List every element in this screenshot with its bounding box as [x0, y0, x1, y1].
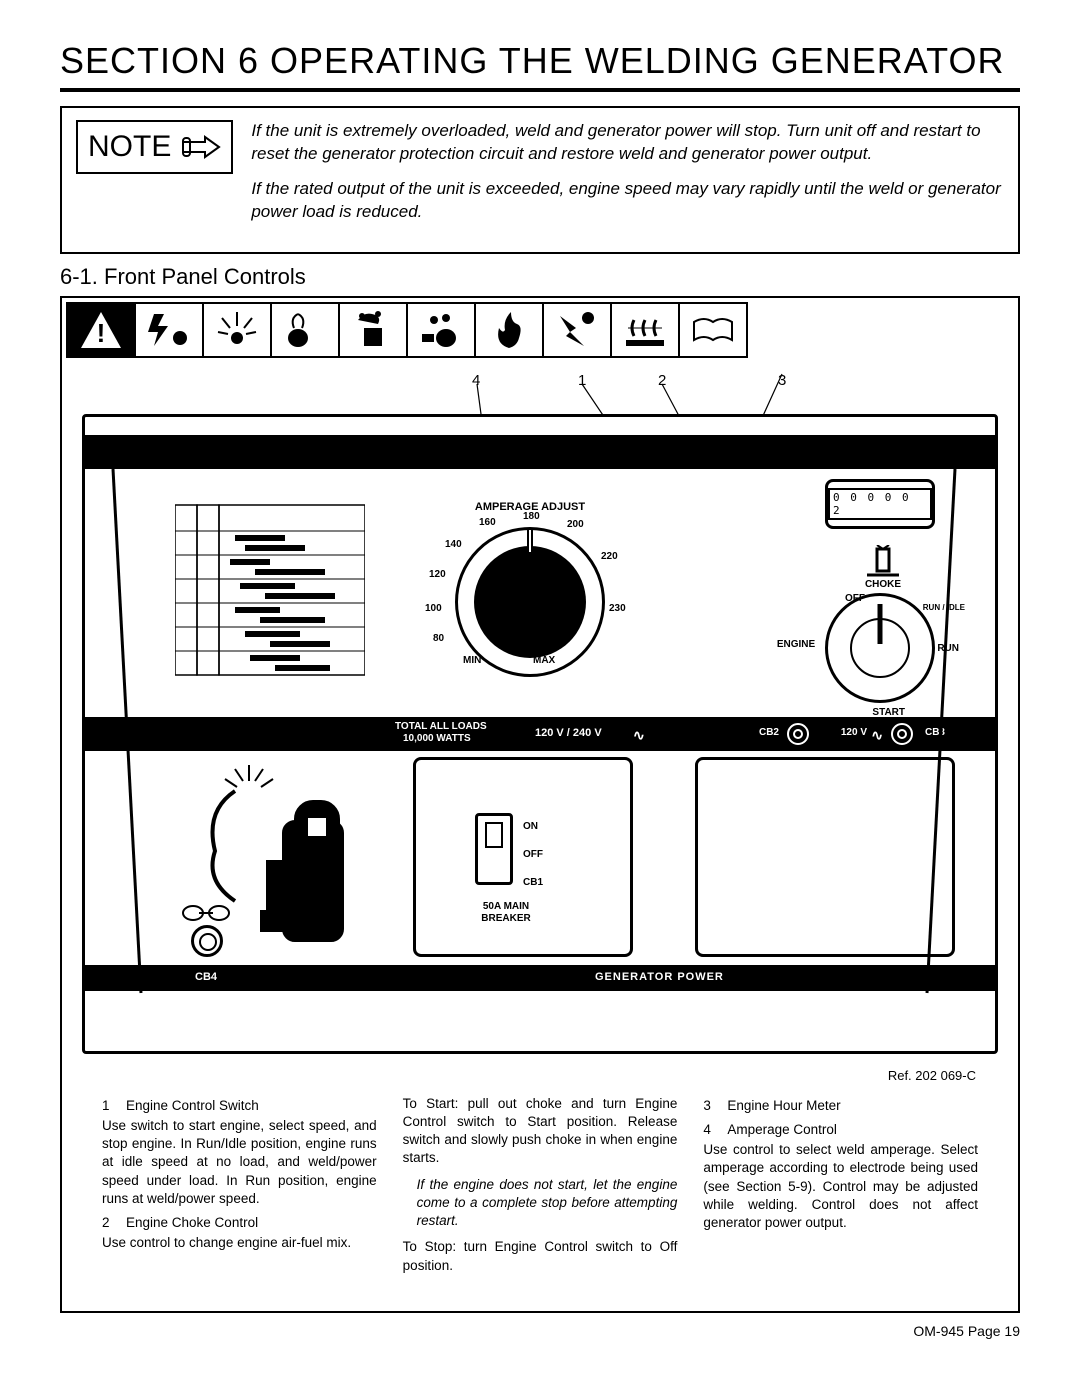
min-label: MIN [463, 655, 481, 666]
read-manual-icon [678, 302, 748, 358]
legend-col-1: 1Engine Control Switch Use switch to sta… [102, 1095, 377, 1275]
pointing-hand-icon [181, 132, 221, 162]
cb1-on: ON [523, 821, 538, 832]
exhaust-icon [406, 302, 476, 358]
fumes-icon [270, 302, 340, 358]
engine-off-label: OFF [845, 593, 865, 604]
hot-surface-icon [610, 302, 680, 358]
tick-180: 180 [523, 511, 540, 522]
v-combo: 120 V / 240 V [535, 727, 602, 739]
tick-80: 80 [433, 633, 444, 644]
electric-shock-icon [134, 302, 204, 358]
engine-label: ENGINE [773, 639, 819, 650]
legend-1-title: Engine Control Switch [126, 1097, 259, 1115]
hour-meter-digits: 0 0 0 0 0 2 [828, 488, 932, 520]
svg-text:!: ! [97, 318, 106, 348]
section-title: SECTION 6 OPERATING THE WELDING GENERATO… [60, 40, 1020, 92]
legend-mid-2: To Stop: turn Engine Control switch to O… [403, 1238, 678, 1274]
figure-ref: Ref. 202 069-C [82, 1054, 998, 1089]
note-para-2: If the rated output of the unit is excee… [251, 178, 1004, 224]
tick-220: 220 [601, 551, 618, 562]
legend-col-3: 3Engine Hour Meter 4Amperage Control Use… [703, 1095, 978, 1275]
cb2-breaker-icon [787, 723, 809, 745]
hazard-strip: ! [62, 298, 1018, 362]
tick-120: 120 [429, 569, 446, 580]
tick-160: 160 [479, 517, 496, 528]
cb4-link-icon [181, 903, 231, 928]
cb4-receptacle [191, 925, 223, 957]
cb2: CB2 [759, 727, 779, 738]
note-label-box: NOTE [76, 120, 233, 174]
legend-4-body: Use control to select weld amperage. Sel… [703, 1141, 978, 1232]
sine-icon: ∿ [633, 727, 645, 744]
electrode-chart [175, 495, 365, 685]
cb1-off: OFF [523, 849, 543, 860]
cb1-label: CB1 [523, 877, 543, 888]
sine-icon-2: ∿ [871, 727, 883, 744]
v120: 120 V [841, 727, 867, 738]
subsection-heading: 6-1. Front Panel Controls [60, 264, 1020, 290]
tick-140: 140 [445, 539, 462, 550]
cb3: CB3 [925, 727, 945, 738]
tick-100: 100 [425, 603, 442, 614]
callout-3: 3 [778, 372, 786, 389]
engine-run-label: RUN [937, 643, 959, 654]
note-para-1: If the unit is extremely overloaded, wel… [251, 120, 1004, 166]
legend-col-2: To Start: pull out choke and turn Engine… [403, 1095, 678, 1275]
tick-200: 200 [567, 519, 584, 530]
total-loads-1: TOTAL ALL LOADS [395, 721, 487, 732]
legend-mid-1: To Start: pull out choke and turn Engine… [403, 1095, 678, 1168]
hour-meter: 0 0 0 0 0 2 [825, 479, 935, 529]
choke-control: CHOKE [863, 545, 903, 584]
max-label: MAX [533, 655, 555, 666]
warning-triangle-icon: ! [66, 302, 136, 358]
legend-2-body: Use control to change engine air-fuel mi… [102, 1234, 377, 1252]
main-breaker-2: BREAKER [471, 913, 541, 924]
cb4-label: CB4 [195, 971, 217, 983]
cb3-breaker-icon [891, 723, 913, 745]
arc-rays-icon [202, 302, 272, 358]
page-footer: OM-945 Page 19 [60, 1323, 1020, 1339]
legend: 1Engine Control Switch Use switch to sta… [82, 1089, 998, 1291]
fire-icon [474, 302, 544, 358]
engine-runidle-label: RUN / IDLE [923, 603, 965, 612]
panel-top-band [85, 435, 995, 469]
total-loads-2: 10,000 WATTS [403, 733, 471, 744]
legend-3-title: Engine Hour Meter [727, 1097, 840, 1115]
explosion-icon [338, 302, 408, 358]
note-text: If the unit is extremely overloaded, wel… [251, 120, 1004, 236]
legend-1-body: Use switch to start engine, select speed… [102, 1117, 377, 1208]
callout-row: 4 1 2 3 [82, 372, 998, 412]
tick-230: 230 [609, 603, 626, 614]
generator-power-label: GENERATOR POWER [595, 971, 724, 983]
legend-4-title: Amperage Control [727, 1121, 837, 1139]
panel-illustration: 4 1 2 3 0 0 0 0 0 2 CHOKE ENGINE OFF [62, 362, 1018, 1311]
engine-switch [825, 593, 935, 703]
main-breaker-1: 50A MAIN [471, 901, 541, 912]
note-label: NOTE [88, 130, 171, 164]
callout-1: 1 [578, 372, 586, 389]
legend-2-title: Engine Choke Control [126, 1214, 258, 1232]
choke-label: CHOKE [863, 579, 903, 590]
figure-frame: ! 4 1 2 3 0 0 0 0 0 2 [60, 296, 1020, 1313]
receptacle-right [695, 757, 955, 957]
callout-2: 2 [658, 372, 666, 389]
bottom-band [85, 965, 995, 991]
front-panel: 0 0 0 0 0 2 CHOKE ENGINE OFF RUN / IDLE … [82, 414, 998, 1054]
cb1-switch [475, 813, 513, 885]
legend-mid-em: If the engine does not start, let the en… [417, 1177, 678, 1228]
callout-4: 4 [472, 372, 480, 389]
moving-parts-icon [542, 302, 612, 358]
note-block: NOTE If the unit is extremely overloaded… [60, 106, 1020, 254]
